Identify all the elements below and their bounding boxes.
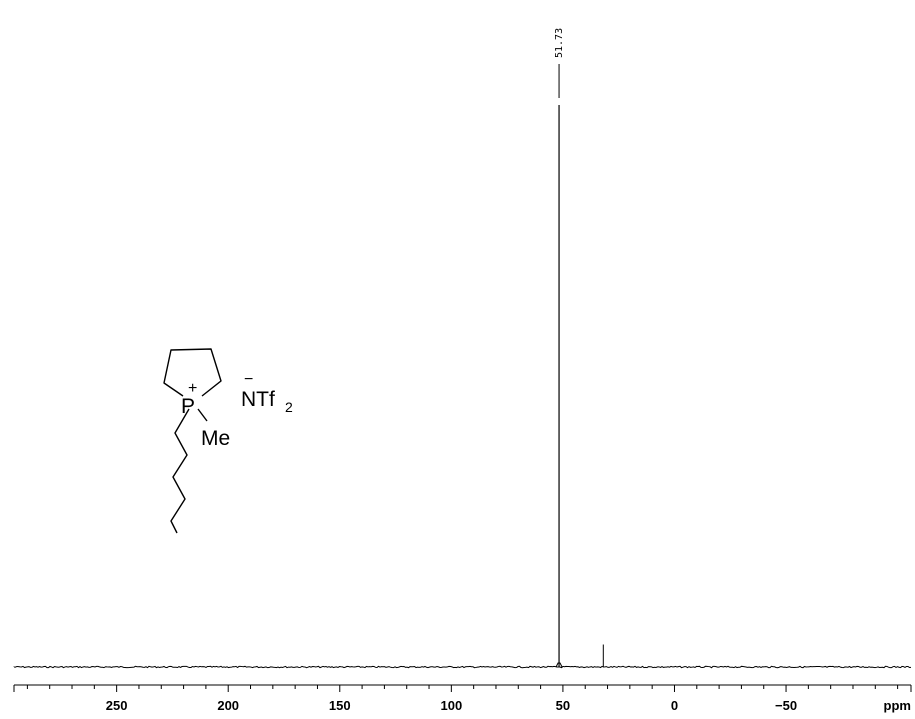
peaks [555,105,604,668]
x-axis-ticks [13,685,912,692]
molecule-structure [163,348,222,534]
butyl-chain [170,408,190,534]
x-tick-label: −50 [775,698,797,713]
anion-label: NTf [241,388,275,411]
x-tick-label: 200 [217,698,239,713]
peak-label-0: 51.73 [554,28,565,58]
anion-subscript: 2 [285,399,293,415]
x-tick-label: 250 [106,698,128,713]
x-tick-label: 150 [329,698,351,713]
x-tick-label: 0 [671,698,678,713]
spectrum-line [13,665,912,669]
pyrrolidine-ring [163,348,222,397]
x-axis-unit-label: ppm [884,698,911,713]
x-tick-label: 50 [556,698,570,713]
anion-charge-label: − [244,371,253,388]
x-axis-tick-labels: 250 200 150 100 50 0 −50 [106,698,797,713]
peak-labels: 51.73 [554,28,565,98]
x-tick-label: 100 [440,698,462,713]
methyl-label: Me [201,427,230,450]
cation-charge-label: + [188,380,197,397]
methyl-bond [197,408,208,422]
phosphorus-atom-label: P [181,395,195,418]
peak-foot-0 [555,662,563,668]
